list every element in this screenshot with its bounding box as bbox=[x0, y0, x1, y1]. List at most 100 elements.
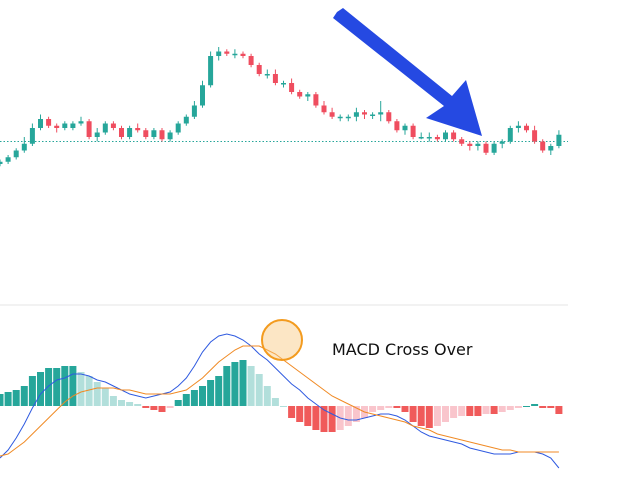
histogram-bar bbox=[539, 406, 547, 408]
candle-body bbox=[434, 137, 440, 140]
candle-body bbox=[200, 85, 205, 106]
candle-body bbox=[451, 132, 457, 140]
candle-body bbox=[345, 116, 351, 119]
histogram-bar bbox=[312, 406, 320, 430]
candlestick-series bbox=[0, 47, 562, 167]
candle-body bbox=[135, 128, 141, 131]
candle bbox=[402, 123, 408, 135]
candle-body bbox=[5, 157, 11, 162]
histogram-bar bbox=[109, 396, 117, 406]
candle bbox=[62, 121, 68, 131]
histogram-bar bbox=[523, 406, 530, 407]
candle bbox=[362, 110, 367, 119]
candle-body bbox=[0, 161, 3, 164]
candle-body bbox=[78, 121, 84, 124]
candle bbox=[499, 139, 505, 149]
histogram-bar bbox=[409, 406, 417, 422]
candle bbox=[216, 47, 222, 61]
candle-body bbox=[556, 134, 562, 146]
candle-body bbox=[289, 83, 295, 92]
candle-body bbox=[208, 56, 214, 86]
candle bbox=[443, 130, 448, 142]
candle-body bbox=[459, 139, 465, 144]
candle bbox=[483, 141, 489, 155]
histogram-bar bbox=[450, 406, 458, 418]
candle bbox=[240, 51, 246, 59]
histogram-bar bbox=[466, 406, 474, 416]
candle bbox=[507, 125, 513, 144]
candle bbox=[532, 125, 538, 144]
histogram-bar bbox=[77, 372, 85, 406]
histogram-bar bbox=[417, 406, 425, 426]
candle-body bbox=[305, 94, 311, 97]
histogram-bar bbox=[118, 400, 125, 406]
candle bbox=[38, 114, 43, 131]
histogram-bar bbox=[280, 406, 287, 407]
histogram-bar bbox=[101, 388, 109, 406]
candle bbox=[337, 114, 343, 122]
candle bbox=[167, 130, 173, 142]
candle-body bbox=[353, 112, 359, 117]
candle bbox=[127, 125, 133, 140]
macd-lines bbox=[0, 333, 560, 469]
candle bbox=[191, 101, 197, 119]
candle bbox=[46, 116, 52, 128]
candle bbox=[29, 123, 35, 146]
candle bbox=[434, 134, 440, 142]
histogram-bar bbox=[215, 376, 223, 406]
histogram-bar bbox=[458, 406, 466, 416]
candle-body bbox=[443, 132, 448, 140]
macd-panel bbox=[0, 333, 563, 469]
candle-body bbox=[297, 92, 303, 97]
histogram-bar bbox=[28, 376, 36, 406]
histogram-bar bbox=[304, 406, 312, 426]
candle-body bbox=[70, 123, 76, 128]
candle-body bbox=[21, 143, 27, 151]
histogram-bar bbox=[328, 406, 336, 432]
candle bbox=[232, 49, 238, 59]
candle-body bbox=[499, 141, 505, 144]
candle bbox=[297, 89, 303, 99]
candle-body bbox=[491, 143, 497, 153]
histogram-bar bbox=[352, 406, 360, 422]
candle bbox=[313, 92, 319, 108]
candle bbox=[305, 92, 311, 101]
candle bbox=[54, 123, 60, 133]
signal-line bbox=[0, 345, 559, 457]
histogram-bar bbox=[182, 394, 190, 406]
candle-body bbox=[378, 112, 384, 115]
candle-body bbox=[62, 123, 68, 128]
histogram-bar bbox=[190, 390, 198, 406]
candle-body bbox=[102, 123, 108, 133]
candle bbox=[378, 101, 384, 122]
candle-body bbox=[127, 128, 133, 137]
histogram-bar bbox=[393, 406, 401, 408]
arrow-down-right-icon bbox=[333, 8, 482, 136]
candle bbox=[370, 112, 376, 119]
histogram-bar bbox=[506, 406, 514, 410]
candle bbox=[110, 121, 116, 131]
histogram-bar bbox=[69, 366, 77, 406]
candle-body bbox=[191, 105, 197, 117]
candle-body bbox=[143, 130, 149, 137]
candle bbox=[345, 114, 351, 122]
candle-body bbox=[402, 125, 408, 131]
candle bbox=[21, 137, 27, 153]
histogram-bar bbox=[385, 406, 393, 408]
candle bbox=[264, 69, 270, 79]
histogram-bar bbox=[207, 380, 215, 406]
candle bbox=[5, 155, 11, 164]
candle-body bbox=[467, 143, 473, 146]
candle bbox=[451, 130, 457, 142]
candle-body bbox=[370, 114, 376, 116]
candle bbox=[548, 143, 554, 155]
histogram-bar bbox=[53, 368, 61, 406]
candle bbox=[524, 123, 529, 133]
histogram-bar bbox=[231, 362, 239, 406]
candle bbox=[102, 121, 108, 135]
candle-body bbox=[483, 143, 489, 153]
candle-body bbox=[337, 116, 343, 119]
histogram-bar bbox=[45, 368, 53, 406]
candle bbox=[183, 114, 189, 126]
histogram-bar bbox=[263, 386, 271, 406]
